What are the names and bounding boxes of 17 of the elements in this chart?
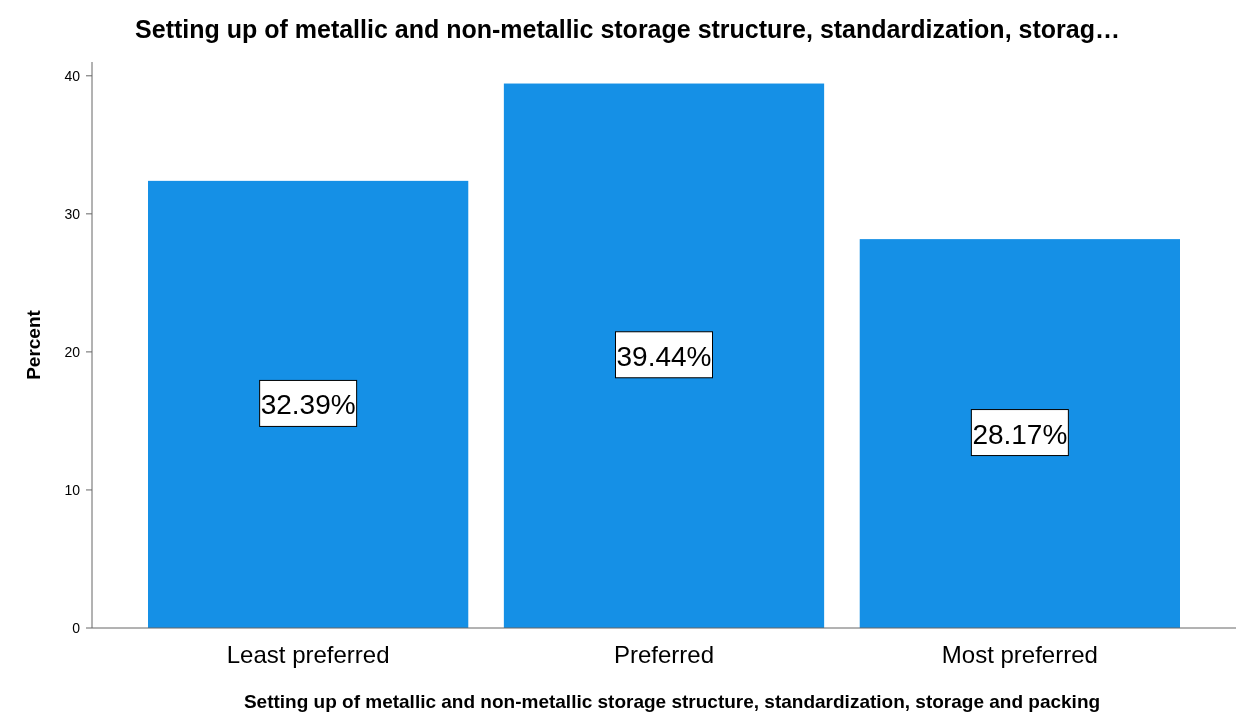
chart-title: Setting up of metallic and non-metallic storage structure, standardization, storag… [135, 15, 1120, 43]
data-label: 32.39% [260, 389, 356, 421]
x-tick-label: Least preferred [226, 641, 390, 668]
data-label: 28.17% [972, 418, 1068, 450]
data-label: 39.44% [616, 340, 712, 372]
x-tick-label: Most preferred [941, 641, 1098, 668]
bar [859, 239, 1180, 628]
x-tick-label: Preferred [613, 641, 715, 668]
bar [148, 180, 469, 628]
y-tick-label: 30 [64, 205, 81, 222]
y-tick-label: 40 [64, 67, 81, 84]
y-tick-label: 10 [64, 481, 81, 498]
x-axis-title: Setting up of metallic and non-metallic storage structure, standardization, storage and packing [243, 691, 1101, 712]
y-axis-title: Percent [23, 309, 44, 380]
bar [503, 83, 825, 628]
y-tick-label: 0 [72, 620, 81, 636]
y-tick-label: 20 [64, 343, 81, 360]
